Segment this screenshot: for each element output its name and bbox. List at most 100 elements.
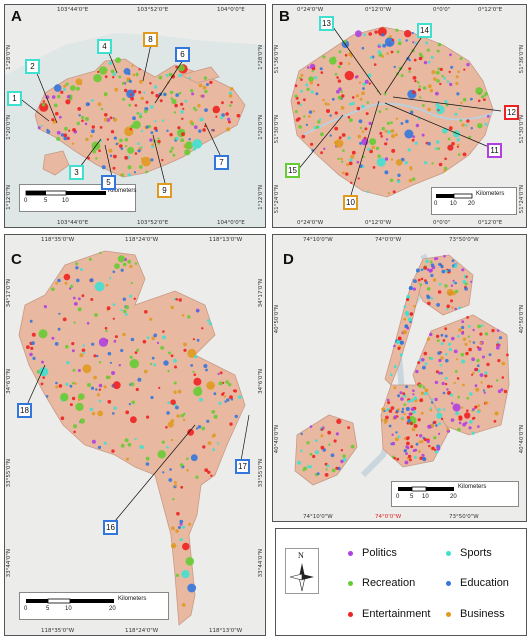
- event-marker-business: [186, 469, 189, 472]
- event-marker-sports: [456, 138, 460, 142]
- event-marker-entertainment: [149, 82, 152, 85]
- event-marker-education: [395, 431, 398, 434]
- event-marker-entertainment: [39, 102, 49, 112]
- event-marker-recreation: [383, 92, 387, 96]
- legend-label-recreation: Recreation: [362, 577, 416, 589]
- event-marker-politics: [156, 341, 160, 344]
- event-marker-entertainment: [484, 374, 488, 378]
- event-marker-sports: [297, 460, 301, 465]
- event-marker-politics: [427, 424, 432, 429]
- event-marker-entertainment: [178, 298, 182, 302]
- event-marker-education: [305, 123, 308, 126]
- event-marker-education: [213, 392, 217, 396]
- event-marker-entertainment: [327, 430, 332, 435]
- map-panel-singapore: A 103°44'0"E 103°52'0"E 104°0'0"E 103°44…: [4, 4, 266, 228]
- event-marker-sports: [398, 38, 401, 42]
- event-marker-politics: [356, 160, 360, 164]
- event-marker-sports: [406, 295, 410, 299]
- event-marker-entertainment: [390, 406, 395, 410]
- event-marker-business: [384, 418, 388, 423]
- event-marker-education: [401, 410, 404, 414]
- event-marker-recreation: [378, 53, 383, 57]
- event-marker-education: [234, 414, 238, 419]
- tick-bottom-b-1: 0°12'0"W: [365, 220, 392, 226]
- event-marker-recreation: [338, 50, 342, 54]
- event-marker-business: [202, 85, 207, 90]
- event-marker-entertainment: [109, 116, 113, 120]
- event-marker-education: [198, 129, 202, 133]
- event-marker-recreation: [127, 165, 132, 170]
- event-marker-entertainment: [77, 107, 82, 111]
- event-marker-politics: [69, 287, 72, 290]
- event-marker-business: [206, 381, 215, 390]
- event-marker-business: [308, 115, 311, 118]
- event-marker-entertainment: [491, 328, 495, 333]
- event-marker-education: [190, 364, 194, 367]
- event-marker-recreation: [341, 160, 344, 163]
- event-marker-recreation: [454, 289, 459, 294]
- event-marker-education: [75, 266, 79, 270]
- event-marker-sports: [448, 342, 452, 346]
- tick-top-b-2: 0°0'0": [433, 7, 451, 13]
- event-marker-recreation: [117, 255, 125, 263]
- event-marker-sports: [181, 570, 190, 579]
- legend-item-education: Education: [446, 577, 509, 589]
- event-marker-entertainment: [339, 61, 343, 66]
- event-marker-education: [32, 356, 36, 360]
- event-marker-recreation: [422, 86, 427, 90]
- event-marker-recreation: [172, 498, 175, 501]
- event-marker-business: [173, 481, 177, 485]
- event-marker-business: [433, 77, 437, 81]
- event-marker-entertainment: [144, 310, 148, 314]
- event-marker-business: [108, 148, 113, 153]
- tick-left-a-2: 1°12'0"N: [6, 185, 12, 210]
- event-marker-recreation: [447, 137, 451, 141]
- event-marker-recreation: [359, 126, 362, 130]
- event-marker-recreation: [211, 410, 216, 414]
- event-marker-business: [170, 305, 174, 310]
- event-marker-politics: [461, 320, 465, 323]
- event-marker-politics: [436, 446, 441, 451]
- event-marker-entertainment: [55, 111, 59, 116]
- tick-top-a-0: 103°44'0"E: [57, 7, 89, 13]
- event-marker-politics: [391, 441, 396, 446]
- event-marker-politics: [58, 115, 62, 119]
- event-marker-politics: [323, 147, 326, 150]
- event-marker-entertainment: [503, 389, 508, 394]
- event-marker-entertainment: [221, 101, 224, 105]
- mainland-background: [5, 5, 265, 75]
- event-marker-sports: [412, 410, 416, 414]
- event-marker-recreation: [84, 117, 89, 121]
- event-marker-entertainment: [42, 100, 46, 103]
- event-marker-sports: [192, 147, 196, 151]
- event-marker-entertainment: [409, 312, 413, 316]
- tick-right-a-2: 1°12'0"N: [258, 185, 264, 210]
- event-marker-education: [408, 286, 413, 290]
- event-marker-recreation: [70, 284, 74, 288]
- tick-left-a-0: 1°28'0"N: [6, 45, 12, 70]
- legend-label-sports: Sports: [460, 547, 492, 559]
- event-marker-sports: [228, 91, 232, 95]
- event-marker-recreation: [418, 52, 423, 56]
- event-marker-sports: [444, 352, 448, 356]
- event-marker-politics: [451, 336, 455, 341]
- event-marker-entertainment: [202, 445, 206, 449]
- event-marker-education: [226, 398, 230, 402]
- event-marker-entertainment: [372, 166, 376, 169]
- event-marker-entertainment: [138, 90, 142, 94]
- event-marker-sports: [305, 83, 309, 87]
- event-marker-entertainment: [176, 511, 180, 516]
- map-legend: N Politics Sports Recreation Education E…: [275, 528, 527, 636]
- event-marker-sports: [207, 319, 210, 323]
- event-marker-entertainment: [442, 339, 446, 342]
- event-marker-business: [443, 169, 446, 172]
- event-marker-entertainment: [398, 336, 402, 341]
- event-marker-politics: [412, 393, 415, 396]
- event-marker-business: [390, 129, 395, 133]
- event-marker-business: [393, 386, 397, 390]
- event-marker-politics: [415, 369, 419, 374]
- callout-leader-line: [152, 134, 166, 184]
- event-marker-entertainment: [157, 139, 161, 144]
- event-marker-entertainment: [71, 342, 75, 346]
- event-marker-recreation: [228, 382, 232, 387]
